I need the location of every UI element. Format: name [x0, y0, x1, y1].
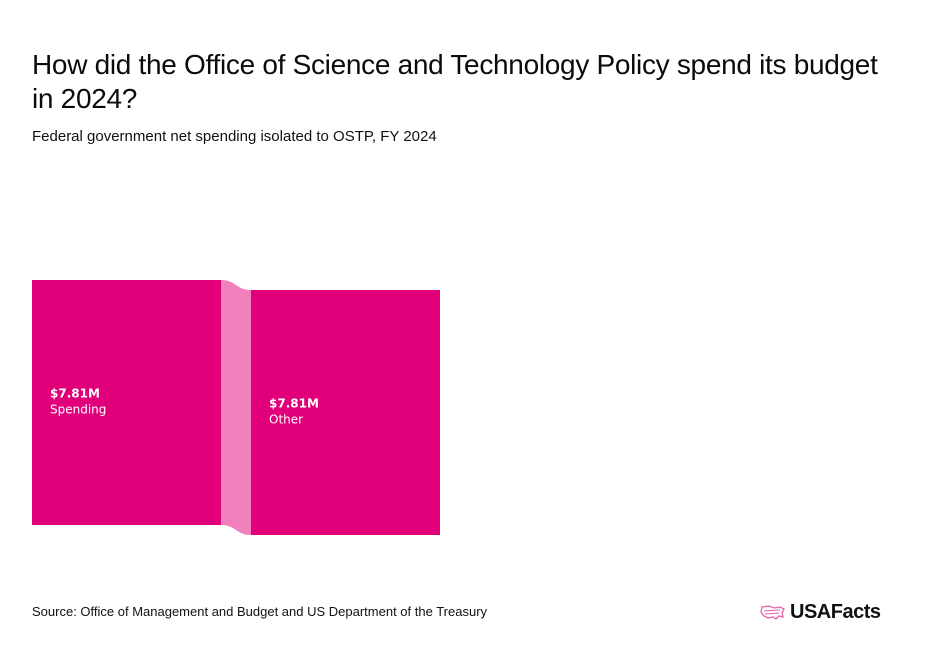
- sankey-link-spending-other: [221, 280, 251, 535]
- sankey-node-other: [251, 290, 440, 535]
- usafacts-logo: USAFacts: [760, 601, 881, 624]
- node-value-label: $7.81M: [50, 387, 100, 401]
- chart-subtitle: Federal government net spending isolated…: [32, 128, 437, 145]
- node-name-label: Other: [269, 413, 303, 427]
- sankey-node-spending: [32, 280, 221, 525]
- node-name-label: Spending: [50, 403, 106, 417]
- logo-text: USAFacts: [790, 601, 881, 623]
- source-note: Source: Office of Management and Budget …: [32, 604, 488, 619]
- node-value-label: $7.81M: [269, 397, 319, 411]
- chart-title: How did the Office of Science and Techno…: [32, 49, 878, 114]
- usa-map-icon: [760, 604, 785, 620]
